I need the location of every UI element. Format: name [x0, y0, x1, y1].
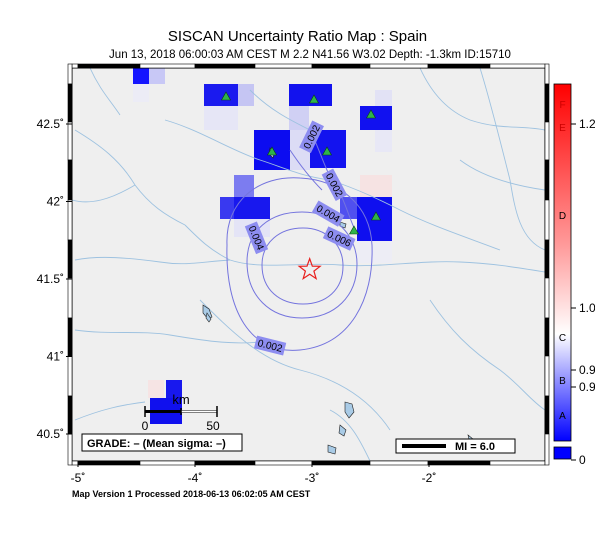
station-triangle-icon — [220, 91, 232, 101]
latitude-tick-label: 41.5˚ — [37, 272, 64, 286]
station-triangle-icon — [348, 225, 360, 235]
station-triangle-icon — [266, 146, 278, 156]
colorbar-tick-label: 1.2 — [579, 117, 595, 131]
seismic-stations — [220, 91, 382, 235]
mi-legend: MI = 6.0 — [395, 438, 516, 454]
scale-label-zero: 0 — [142, 419, 149, 433]
colorbar-grade-letter: C — [559, 333, 566, 344]
station-triangle-icon — [365, 109, 377, 119]
colorbar-tick-label: 0.9 — [579, 380, 595, 394]
grade-text: GRADE: – (Mean sigma: –) — [87, 438, 226, 450]
longitude-tick-label: -3˚ — [305, 471, 320, 485]
map-version-footer: Map Version 1 Processed 2018-06-13 06:02… — [72, 489, 311, 499]
colorbar-tick-label: 0.9 — [579, 363, 595, 377]
reservoirs — [202, 147, 474, 455]
longitude-labels: -5˚ -4˚ -3˚ -2˚ — [71, 461, 437, 485]
scale-unit: km — [172, 392, 189, 407]
station-triangle-icon — [370, 211, 382, 221]
latitude-tick-label: 42.5˚ — [37, 117, 64, 131]
scale-bar: km 0 50 — [142, 392, 220, 433]
longitude-tick-label: -4˚ — [188, 471, 203, 485]
scale-label-fifty: 50 — [206, 419, 220, 433]
epicenter-star-icon — [297, 256, 322, 281]
latitude-labels: 42.5˚ 42˚ 41.5˚ 41˚ 40.5˚ — [37, 117, 72, 441]
colorbar-grade-letter: A — [559, 411, 566, 422]
latitude-tick-label: 41˚ — [47, 350, 64, 364]
station-triangle-icon — [321, 146, 333, 156]
map-subtitle: Jun 13, 2018 06:00:03 AM CEST M 2.2 N41.… — [109, 49, 511, 61]
longitude-tick-label: -5˚ — [71, 471, 86, 485]
map-frame — [67, 63, 550, 466]
mi-legend-text: MI = 6.0 — [455, 441, 495, 453]
river-lines — [72, 68, 545, 461]
map-title: SISCAN Uncertainty Ratio Map : Spain — [167, 28, 428, 45]
colorbar-tick-label: 1.0 — [579, 301, 595, 315]
latitude-tick-label: 42˚ — [47, 195, 64, 209]
latitude-tick-label: 40.5˚ — [37, 427, 64, 441]
colorbar: F E D C B A 1.2 1.0 0.9 0.9 0 — [553, 83, 595, 467]
colorbar-grade-letter: E — [559, 123, 566, 134]
colorbar-tick-label: 0 — [579, 453, 586, 467]
colorbar-grade-letter: F — [559, 100, 565, 111]
grade-box: GRADE: – (Mean sigma: –) — [81, 433, 243, 452]
station-triangle-icon — [308, 94, 320, 104]
longitude-tick-label: -2˚ — [422, 471, 437, 485]
colorbar-grade-letter: D — [559, 211, 566, 222]
colorbar-grade-letter: B — [559, 376, 566, 387]
